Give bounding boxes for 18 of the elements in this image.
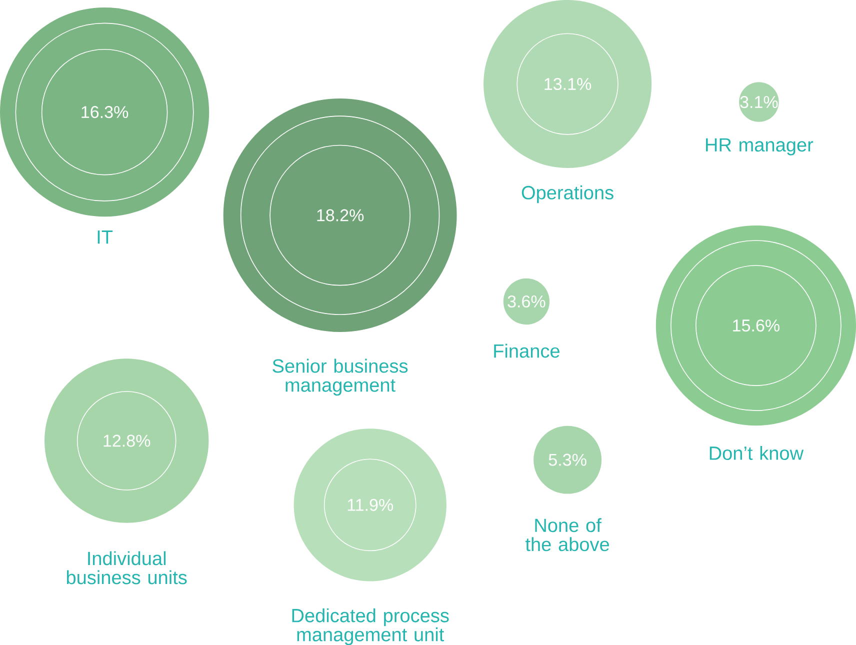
data-label: 18.2% xyxy=(317,209,364,222)
data-label: 15.6% xyxy=(733,319,780,332)
data-label: 12.8% xyxy=(104,434,150,447)
category-label: IT xyxy=(98,230,113,244)
category-label: Senior business management xyxy=(272,358,408,396)
category-label: HR manager xyxy=(706,138,814,156)
data-label: 3.6% xyxy=(508,295,546,308)
category-label: Finance xyxy=(494,344,560,358)
category-label: Operations xyxy=(522,185,614,204)
category-label: Individual business units xyxy=(66,551,187,584)
data-label: 16.3% xyxy=(82,106,128,118)
data-label: 13.1% xyxy=(544,78,592,90)
category-label: None of the above xyxy=(525,518,610,552)
data-label: 3.1% xyxy=(740,96,778,108)
category-label: Dedicated process management unit xyxy=(292,608,449,645)
data-label: 11.9% xyxy=(348,498,394,511)
data-label: 5.3% xyxy=(548,454,586,466)
category-label: Don’t know xyxy=(710,446,804,460)
